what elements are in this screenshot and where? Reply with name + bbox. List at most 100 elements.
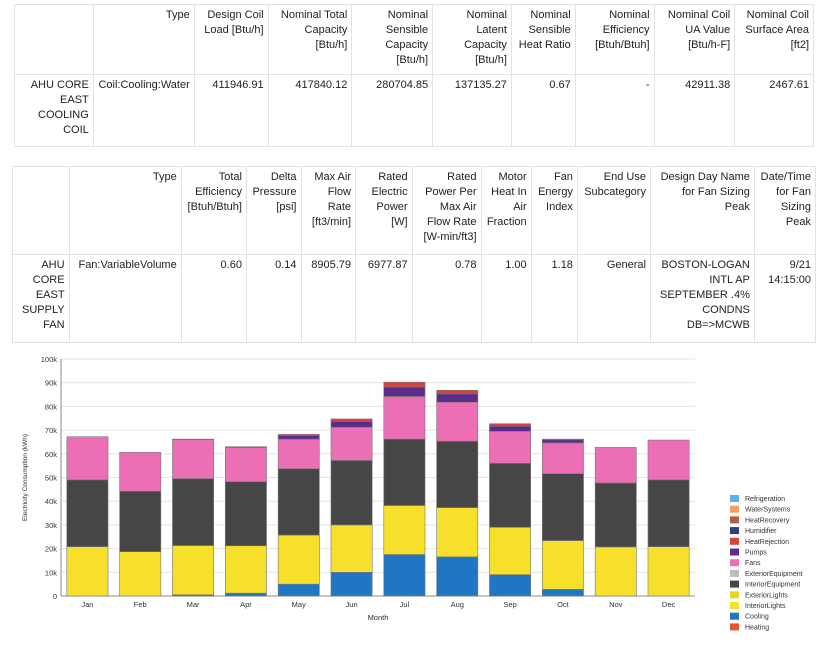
table-cell: General [577,255,650,343]
column-header: Total Efficiency [Btuh/Btuh] [181,167,246,255]
bar-segment-fans [489,431,530,463]
bar-segment-cooling [542,589,583,596]
bar-segment-interiorequipment [489,463,530,527]
bar-segment-interiorlights [595,547,636,596]
column-header: Nominal Efficiency [Btuh/Btuh] [575,5,654,75]
bar-segment-pumps [384,387,425,396]
table-cell: Coil:Cooling:Water [93,75,194,147]
column-header: Nominal Latent Capacity [Btu/h] [433,5,512,75]
x-tick-label: Feb [134,600,147,609]
legend-swatch-refrigeration [730,495,739,502]
bar-segment-interiorequipment [172,479,213,546]
y-tick-label: 0 [53,592,57,601]
column-header: Type [93,5,194,75]
column-header: Motor Heat In Air Fraction [481,167,531,255]
table-cell: AHU CORE EAST SUPPLY FAN [13,255,70,343]
y-axis-title: Electricity Consumption (kWh) [22,434,29,521]
column-header [15,5,94,75]
table-cell: AHU CORE EAST COOLING COIL [15,75,94,147]
bar-segment-fans [384,396,425,439]
bar-segment-interiorequipment [331,460,372,524]
column-header: Nominal Total Capacity [Btu/h] [268,5,352,75]
bar-segment-cooling [225,593,266,596]
column-header: Nominal Coil UA Value [Btu/h-F] [654,5,735,75]
bar-segment-pumps [278,436,319,440]
x-axis-title: Month [368,613,389,622]
bar-segment-fans [331,427,372,460]
bar-segment-interiorlights [225,546,266,593]
y-tick-label: 40k [45,497,57,506]
table-cell: 417840.12 [268,75,352,147]
bar-segment-fans [542,443,583,474]
table-cell: BOSTON-LOGAN INTL AP SEPTEMBER .4% CONDN… [650,255,754,343]
column-header [13,167,70,255]
column-header: Delta Pressure [psi] [246,167,301,255]
legend-swatch-exteriorequipment [730,570,739,577]
bar-segment-interiorequipment [384,439,425,505]
legend-label: Heating [745,624,769,631]
bar-segment-interiorlights [384,505,425,554]
bar-segment-interiorlights [172,546,213,595]
column-header: Rated Power Per Max Air Flow Rate [W-min… [412,167,481,255]
bar-segment-heatrejection [542,439,583,440]
column-header: Max Air Flow Rate [ft3/min] [301,167,356,255]
bar-segment-interiorlights [542,541,583,590]
bar-segment-cooling [437,557,478,596]
legend-label: Fans [745,560,761,567]
x-tick-label: Mar [187,600,200,609]
legend-label: InteriorLights [745,603,786,610]
bar-segment-heatrejection [278,434,319,435]
bar-segment-cooling [489,575,530,596]
x-tick-label: Sep [503,600,516,609]
legend-label: Cooling [745,614,769,621]
bar-segment-interiorequipment [437,441,478,507]
bar-segment-heatrejection [384,382,425,387]
legend-label: Pumps [745,550,767,557]
bar-segment-pumps [437,394,478,402]
legend-swatch-watersystems [730,506,739,513]
legend-label: HeatRecovery [745,517,790,524]
bar-segment-interiorequipment [120,491,161,551]
bar-segment-fans [437,402,478,441]
legend-label: WaterSystems [745,507,791,514]
x-tick-label: Aug [451,600,464,609]
bar-segment-pumps [331,421,372,427]
legend-swatch-interiorlights [730,602,739,609]
y-tick-label: 60k [45,450,57,459]
x-tick-label: Jul [400,600,410,609]
table-cell: 280704.85 [352,75,433,147]
bar-segment-fans [648,440,689,480]
legend-label: Refrigeration [745,496,785,503]
table-cell: 411946.91 [194,75,268,147]
table-cell: 2467.61 [735,75,814,147]
x-tick-label: Jun [346,600,358,609]
legend-label: ExteriorEquipment [745,571,803,578]
legend-label: InteriorEquipment [745,582,800,589]
legend-swatch-heating [730,623,739,630]
table-cell: 0.78 [412,255,481,343]
table-cell: 137135.27 [433,75,512,147]
bar-segment-interiorlights [489,527,530,574]
column-header: Type [69,167,181,255]
column-header: Nominal Sensible Heat Ratio [511,5,575,75]
table-cell: 1.18 [531,255,577,343]
table-cell: 9/21 14:15:00 [754,255,815,343]
bar-segment-heatrejection [437,390,478,394]
bar-segment-pumps [225,447,266,448]
legend-swatch-heatrejection [730,538,739,545]
column-header: Design Day Name for Fan Sizing Peak [650,167,754,255]
bar-segment-fans [278,439,319,469]
table-cell: - [575,75,654,147]
bar-segment-interiorequipment [67,480,108,547]
bar-segment-interiorequipment [595,483,636,547]
column-header: Nominal Coil Surface Area [ft2] [735,5,814,75]
table-cell: 8905.79 [301,255,356,343]
table-header-row: Type Design Coil Load [Btu/h] Nominal To… [15,5,814,75]
legend-swatch-pumps [730,549,739,556]
bar-segment-fans [67,437,108,480]
y-tick-label: 30k [45,521,57,530]
bar-segment-interiorequipment [225,482,266,546]
legend-label: HeatRejection [745,539,789,546]
x-tick-label: Apr [240,600,252,609]
